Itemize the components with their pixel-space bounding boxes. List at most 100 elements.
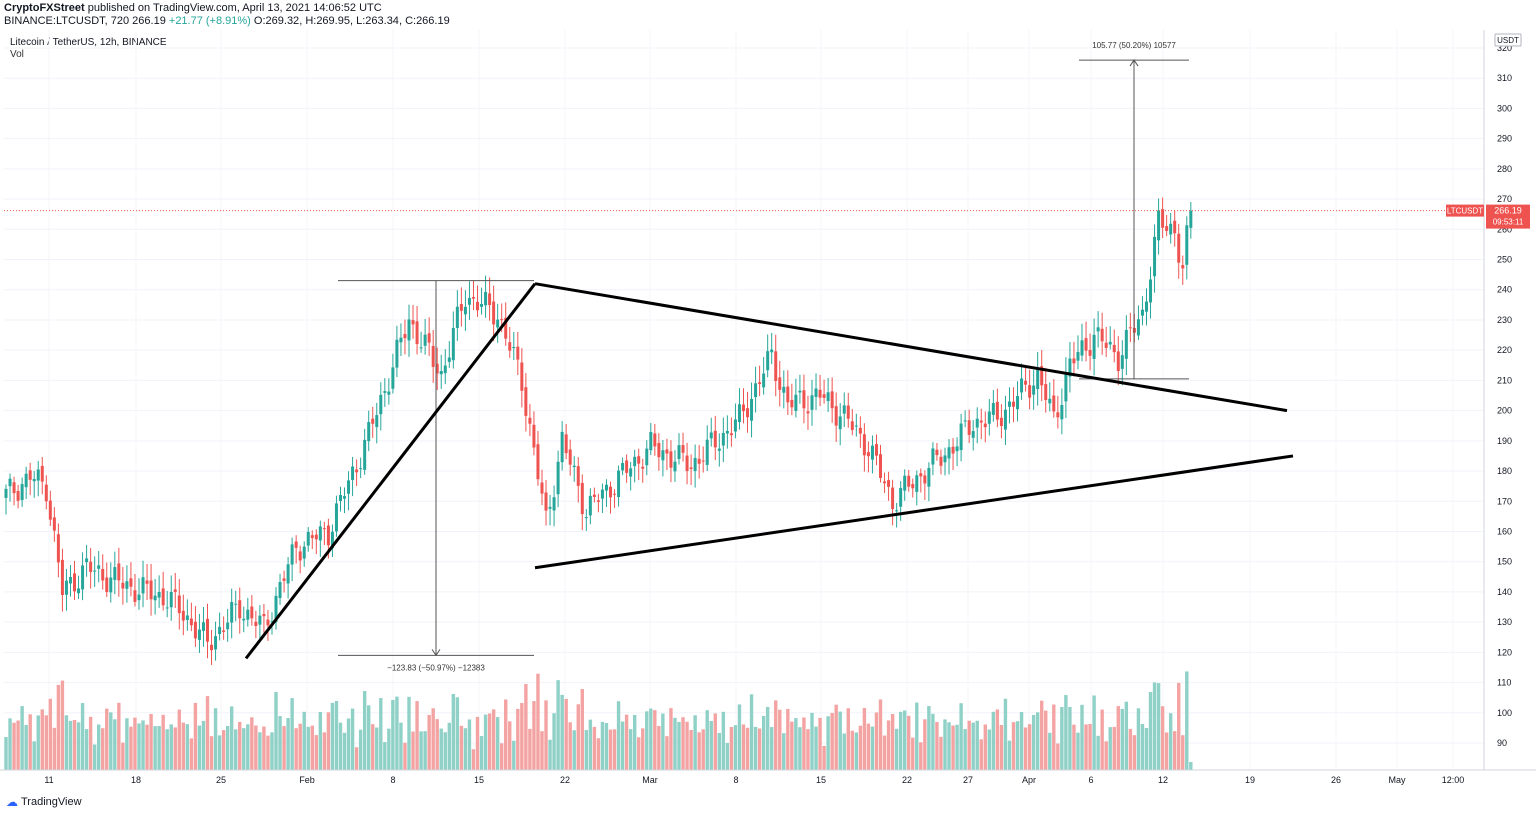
candle-body (935, 449, 939, 456)
candle-body (121, 582, 125, 589)
candle-body (266, 619, 270, 626)
candle-body (1028, 385, 1032, 398)
volume-bar (117, 702, 121, 770)
volume-bar (483, 714, 488, 770)
candle-body (129, 578, 133, 587)
volume-bar (32, 741, 36, 770)
author-name[interactable]: CryptoFXStreet (4, 2, 85, 14)
time-axis[interactable]: 11 18 25 Feb 8 15 22 Mar 8 15 22 27 Apr 6 12 19 26 May 12:… (44, 775, 1464, 785)
candle-body (1169, 223, 1173, 235)
candle-body (512, 346, 516, 349)
volume-bar (266, 735, 270, 770)
volume-bar (677, 721, 681, 770)
candle-body (330, 531, 334, 549)
candle-body (1072, 358, 1076, 364)
volume-bar (137, 723, 141, 770)
volume-bar (745, 727, 750, 770)
volume-bar (826, 716, 830, 770)
candle-body (403, 334, 407, 339)
volume-bar (479, 735, 484, 770)
candle-body (532, 424, 536, 448)
candle-body (1040, 366, 1044, 386)
volume-bar (902, 710, 907, 770)
candle-body (806, 411, 810, 414)
volume-legend[interactable]: Vol (10, 49, 24, 60)
chart-legend-title[interactable]: Litecoin / TetherUS, 12h, BINANCE (10, 37, 167, 48)
measure-drop[interactable]: −123.83 (−50.97%) −12383 (338, 280, 534, 673)
measure-drop-label: −123.83 (−50.97%) −12383 (387, 663, 485, 672)
volume-bar (624, 714, 629, 770)
volume-bar (838, 711, 842, 770)
candle-body (725, 430, 729, 434)
candle-body (1096, 327, 1100, 332)
volume-bar (1068, 707, 1072, 770)
volume-bar (951, 725, 955, 770)
candle-body (1007, 401, 1011, 407)
volume-bar (1164, 732, 1169, 770)
candle-body (262, 614, 266, 617)
volume-bar (371, 724, 375, 770)
volume-bar (935, 722, 939, 770)
volume-bar (1148, 692, 1153, 770)
candle-body (383, 391, 387, 393)
volume-bar (334, 701, 339, 770)
candle-body (774, 351, 778, 381)
volume-bar (36, 715, 40, 770)
volume-bar (451, 693, 456, 770)
volume-bar (830, 712, 834, 770)
volume-bar (524, 684, 528, 770)
lower-trendline[interactable] (534, 454, 1294, 570)
candle-body (210, 644, 214, 651)
candle-body (697, 458, 701, 464)
candle-body (778, 377, 782, 390)
volume-bar (995, 709, 1000, 770)
volume-bar (40, 709, 44, 770)
volume-bar (1035, 712, 1040, 770)
flagpole-trendline[interactable] (244, 282, 537, 660)
volume-bar (770, 727, 774, 770)
upper-trendline[interactable] (534, 282, 1288, 413)
price-axis[interactable]: 90 100 110 120 130 140 150 160 170 180 190 200 210 22… (1497, 43, 1512, 748)
volume-bar (1177, 682, 1181, 770)
candle-body (939, 456, 943, 466)
candle-body (439, 371, 443, 375)
volume-bar (411, 731, 415, 770)
candle-body (1100, 328, 1104, 342)
low-label: L: (356, 15, 366, 27)
candle-body (234, 603, 238, 605)
measure-target[interactable]: 105.77 (50.20%) 10577 (1079, 41, 1189, 380)
candle-body (633, 456, 637, 467)
candle-body (596, 500, 600, 502)
volume-bar (975, 720, 979, 770)
y-tick-label: 270 (1497, 194, 1512, 204)
volume-bar (246, 724, 250, 770)
y-tick-label: 120 (1497, 647, 1512, 657)
candle-body (484, 291, 488, 306)
candle-body (24, 473, 28, 488)
currency-box[interactable] (1494, 33, 1522, 47)
volume-bar (499, 743, 504, 770)
volume-bar (225, 725, 230, 770)
candle-body (746, 408, 750, 418)
volume-bar (322, 732, 327, 770)
volume-bar (568, 722, 572, 770)
candle-body (798, 390, 802, 393)
volume-bar (270, 732, 274, 770)
volume-bar (991, 711, 996, 770)
candle-body (564, 434, 568, 454)
volume-bar (435, 719, 439, 770)
tradingview-logo[interactable]: ☁ TradingView (6, 795, 82, 809)
volume-bar (193, 702, 198, 770)
candle-body (951, 446, 955, 454)
x-tick-label: 6 (1088, 775, 1093, 785)
volume-bar (238, 721, 242, 770)
candle-body (870, 445, 874, 460)
volume-bar (697, 732, 701, 770)
volume-bar (407, 696, 411, 770)
volume-bar (862, 707, 867, 770)
candle-body (754, 383, 758, 398)
volume-bar (1052, 704, 1056, 770)
candle-body (117, 563, 121, 581)
y-tick-label: 180 (1497, 466, 1512, 476)
